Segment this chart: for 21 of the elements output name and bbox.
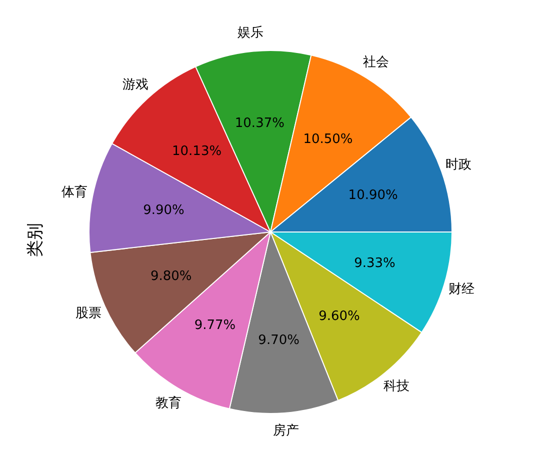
data-label: 10.37% [234, 116, 284, 132]
data-label: 9.80% [150, 268, 192, 284]
data-label: 9.90% [143, 202, 184, 218]
slice-label: 教育 [156, 395, 182, 412]
slice-label: 财经 [448, 282, 475, 298]
data-label: 10.90% [348, 188, 398, 203]
data-label: 10.13% [172, 144, 222, 160]
data-label: 9.77% [194, 318, 236, 334]
data-label: 9.33% [354, 256, 396, 271]
text: 类别 [25, 223, 46, 257]
slice-label: 体育 [62, 184, 88, 200]
slice-label: 社会 [362, 54, 389, 70]
slice-label: 时政 [446, 157, 472, 172]
slice-label: 娱乐 [238, 26, 264, 41]
slice-label: 科技 [384, 379, 410, 394]
slice-label: 股票 [75, 306, 102, 321]
slice-label: 房产 [272, 422, 299, 438]
data-label: 9.70% [258, 332, 300, 348]
data-label: 9.60% [318, 308, 360, 324]
slice-label: 游戏 [122, 77, 148, 92]
data-label: 10.50% [303, 132, 353, 147]
